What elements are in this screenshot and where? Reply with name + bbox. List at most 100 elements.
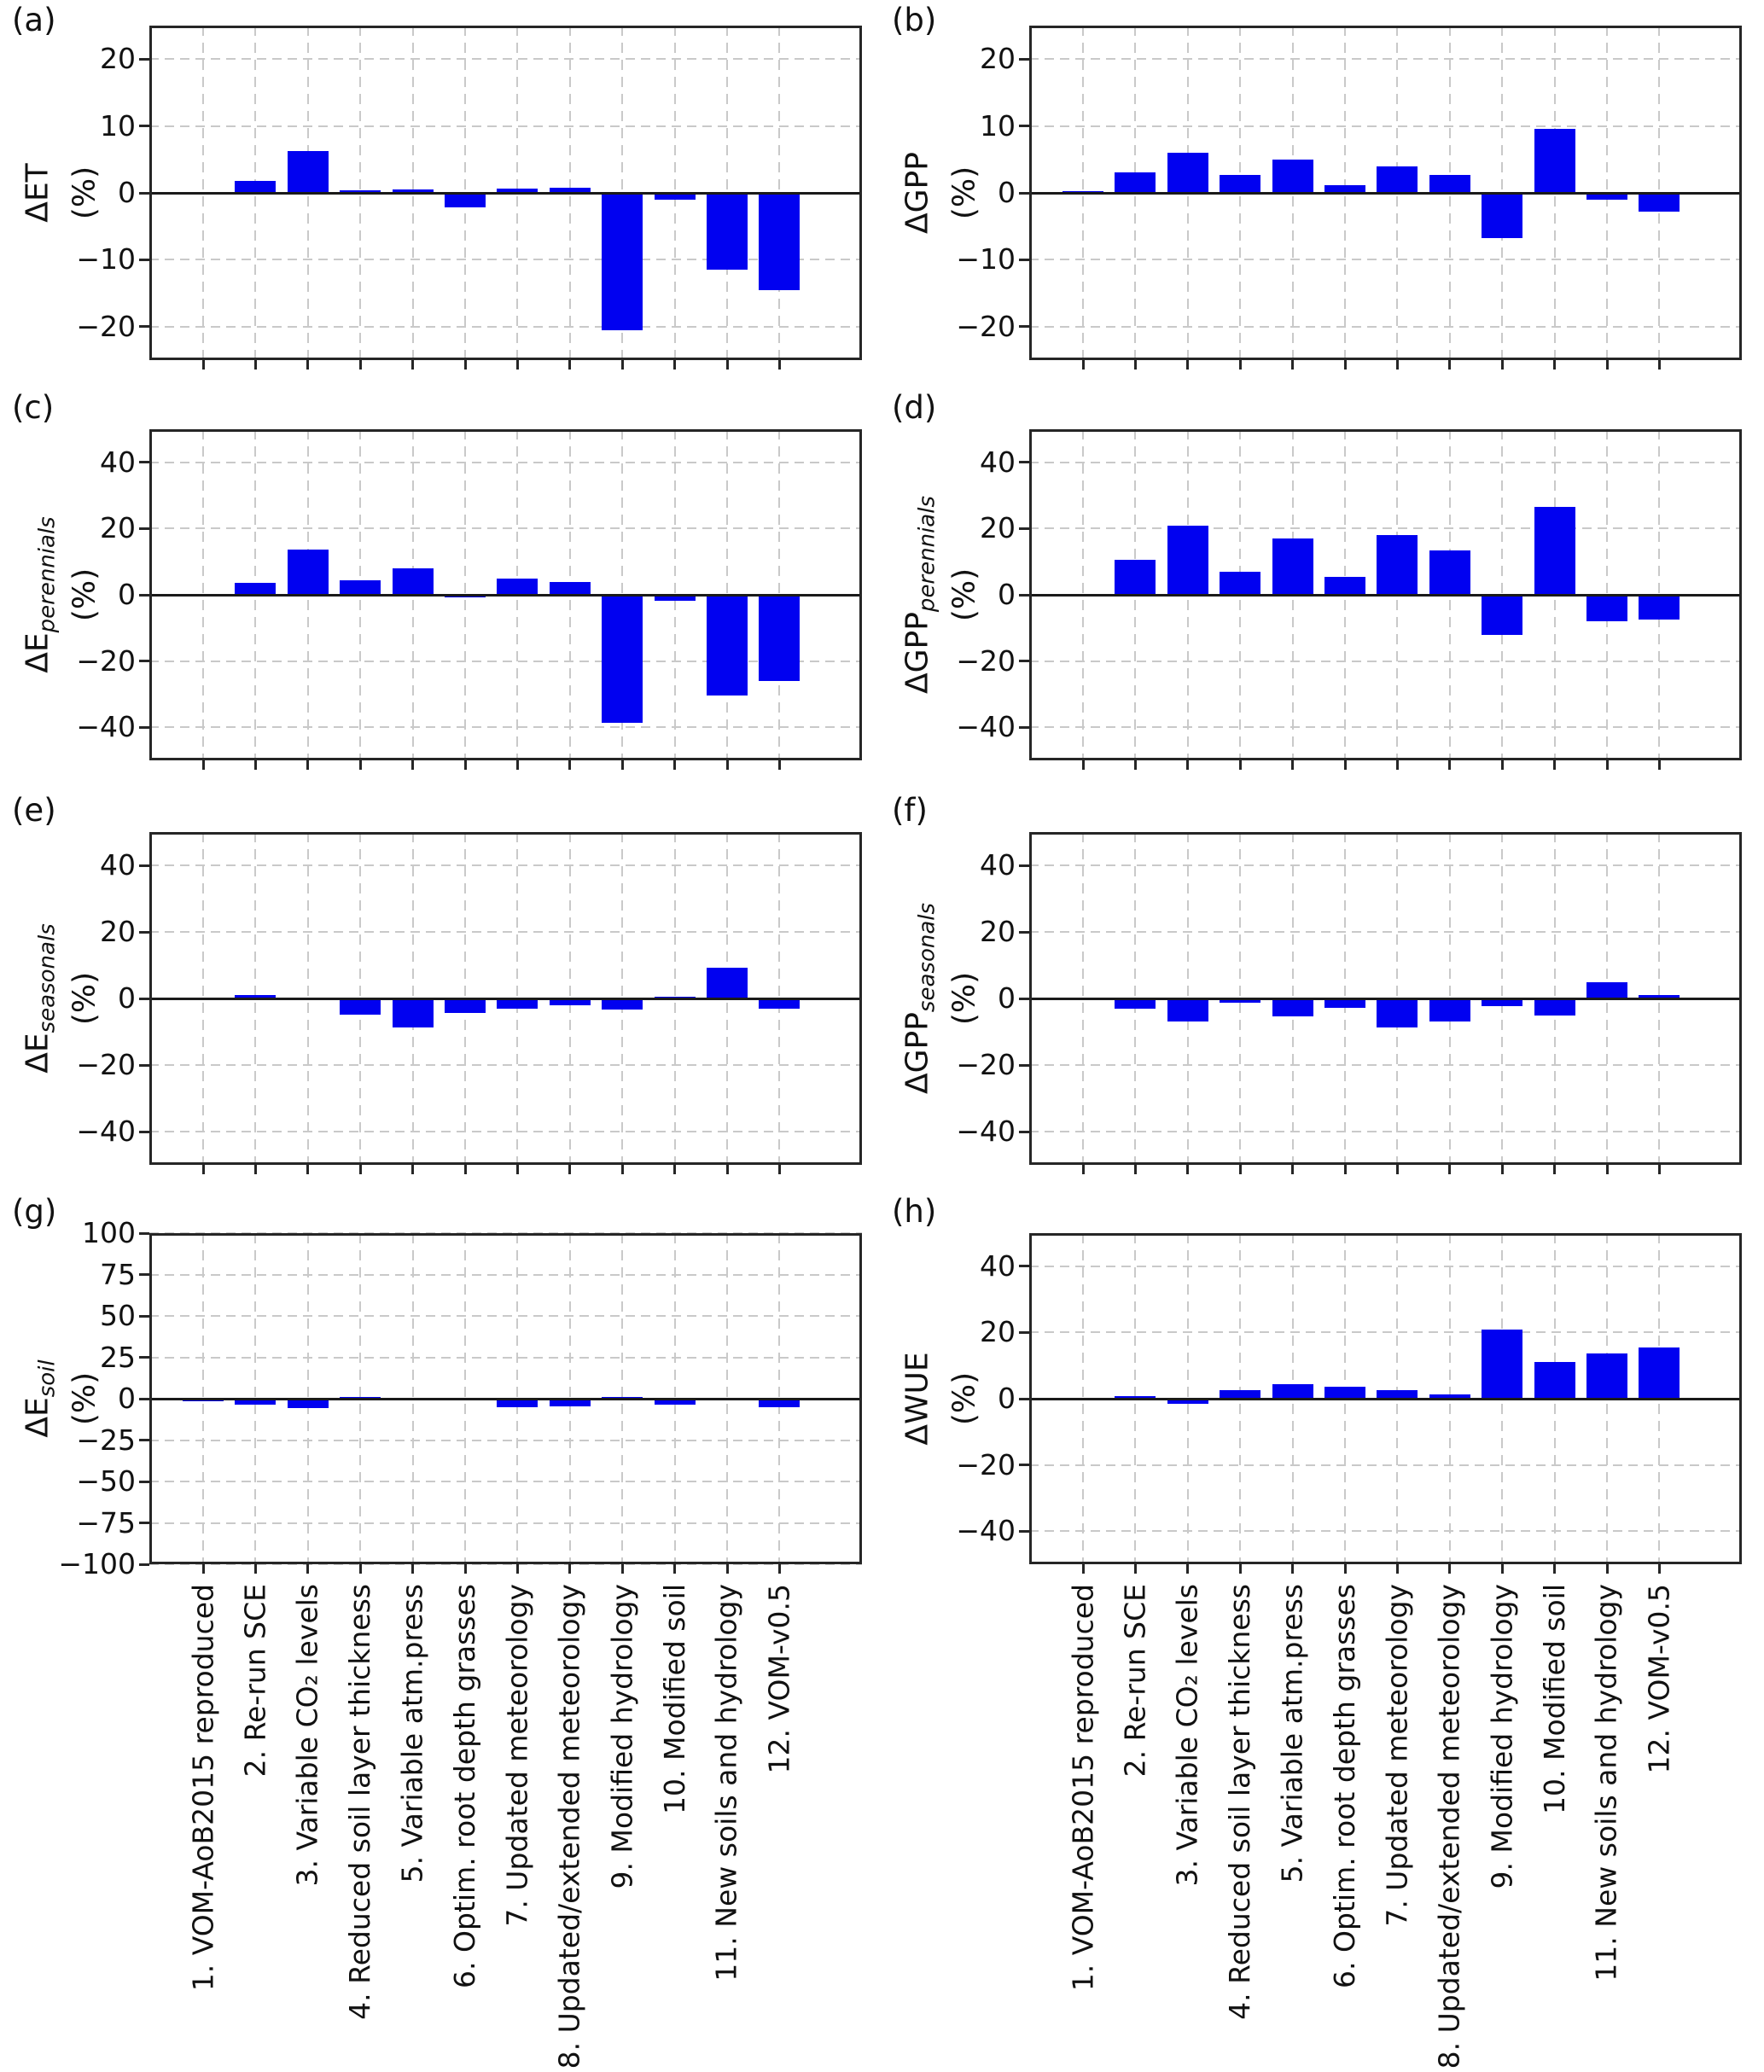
x-tick-mark <box>1553 1564 1557 1574</box>
bar <box>392 998 434 1027</box>
y-tick-mark <box>139 725 149 729</box>
y-tick-label: 0 <box>118 176 136 209</box>
bar <box>1324 1387 1365 1399</box>
gridline-horizontal <box>149 325 862 328</box>
y-tick-mark <box>1019 191 1029 195</box>
y-tick-label: 20 <box>980 42 1016 76</box>
y-tick-mark <box>1019 1130 1029 1133</box>
bar <box>759 193 800 290</box>
bar <box>549 581 591 595</box>
gridline-horizontal <box>149 125 862 127</box>
x-tick-mark <box>1448 360 1452 370</box>
x-tick-label: 6. Optim. root depth grasses <box>1328 1584 1361 1988</box>
x-tick-mark <box>1133 1165 1137 1174</box>
gridline-horizontal <box>1029 125 1742 127</box>
bar <box>1220 571 1261 595</box>
y-tick-label: 10 <box>100 108 136 143</box>
x-tick-mark <box>673 360 677 370</box>
gridline-horizontal <box>149 461 862 463</box>
y-tick-mark <box>1019 325 1029 329</box>
y-tick-mark <box>1019 1265 1029 1268</box>
x-tick-mark <box>1081 360 1085 370</box>
zero-line <box>149 1397 862 1400</box>
x-tick-mark <box>463 1564 467 1574</box>
plot-area <box>1029 26 1742 360</box>
x-tick-mark <box>253 1165 257 1174</box>
y-tick-label: 0 <box>118 981 136 1015</box>
y-tick-label: −20 <box>76 643 136 678</box>
x-tick-mark <box>1553 1165 1557 1174</box>
bar <box>1482 193 1523 239</box>
y-tick-mark <box>139 1063 149 1067</box>
bar <box>549 1399 591 1406</box>
bar <box>1115 172 1156 193</box>
x-tick-mark <box>620 760 624 770</box>
x-tick-label: 4. Reduced soil layer thickness <box>343 1584 377 2020</box>
bar <box>1639 193 1680 212</box>
x-tick-mark <box>463 1165 467 1174</box>
bar <box>235 995 277 998</box>
gridline-horizontal <box>149 864 862 866</box>
x-tick-label: 11. New soils and hydrology <box>1590 1584 1623 1982</box>
gridline-horizontal <box>1029 527 1742 530</box>
x-tick-mark <box>1448 1564 1452 1574</box>
y-tick-mark <box>139 1397 149 1400</box>
x-tick-mark <box>306 1165 310 1174</box>
panel-letter: (d) <box>892 389 937 426</box>
x-tick-label: 9. Modified hydrology <box>605 1584 639 1889</box>
bar <box>1272 538 1313 595</box>
y-tick-mark <box>1019 660 1029 663</box>
bar <box>707 968 748 998</box>
bar <box>287 151 329 193</box>
bar <box>1167 525 1208 595</box>
gridline-horizontal <box>149 1481 862 1482</box>
x-tick-mark <box>1500 1165 1504 1174</box>
bar <box>1324 185 1365 193</box>
y-tick-label: −20 <box>956 309 1016 343</box>
plot-area <box>149 26 862 360</box>
gridline-horizontal <box>1029 1265 1742 1267</box>
y-tick-label: −75 <box>76 1505 136 1539</box>
y-tick-mark <box>1019 997 1029 1000</box>
bar <box>1534 128 1575 193</box>
x-tick-label: 10. Modified soil <box>657 1584 691 1814</box>
x-tick-mark <box>1500 760 1504 770</box>
y-tick-mark <box>139 1273 149 1276</box>
bar <box>1167 1399 1208 1404</box>
gridline-horizontal <box>1029 1331 1742 1334</box>
x-tick-mark <box>1238 1165 1242 1174</box>
bar <box>549 187 591 193</box>
x-tick-mark <box>358 1165 362 1174</box>
x-tick-mark <box>1553 360 1557 370</box>
bar <box>1586 595 1627 622</box>
x-tick-mark <box>306 760 310 770</box>
gridline-horizontal <box>1029 259 1742 261</box>
x-tick-mark <box>201 1564 205 1574</box>
bar <box>497 998 539 1009</box>
panel-f: (f) ΔGPPseasonals (%) 40 20 0 −20 −40 <box>892 792 1742 1174</box>
x-tick-label: 7. Updated meteorology <box>1380 1584 1414 1927</box>
x-tick-mark <box>411 1564 415 1574</box>
x-tick-mark <box>253 760 257 770</box>
panel-letter: (h) <box>892 1193 937 1230</box>
gridline-horizontal <box>1029 1064 1742 1066</box>
x-tick-mark <box>1605 1564 1609 1574</box>
y-tick-mark <box>139 1563 149 1566</box>
x-tick-mark <box>1081 1564 1085 1574</box>
y-tick-mark <box>139 461 149 464</box>
bar <box>1115 560 1156 595</box>
bar <box>654 1399 696 1405</box>
x-tick-label: 7. Updated meteorology <box>500 1584 534 1927</box>
x-tick-mark <box>1081 1165 1085 1174</box>
y-tick-label: −50 <box>76 1464 136 1498</box>
panel-letter: (e) <box>12 792 56 829</box>
panel-h: (h) ΔWUE (%) 40 20 0 −20 −40 <box>892 1193 1742 1574</box>
x-tick-mark <box>253 360 257 370</box>
x-tick-mark <box>358 360 362 370</box>
y-tick-label: 40 <box>980 848 1016 882</box>
bar <box>1429 550 1470 595</box>
y-tick-mark <box>1019 1464 1029 1467</box>
x-tick-label: 1. VOM-AoB2015 reproduced <box>1066 1584 1099 1992</box>
x-tick-mark <box>1657 1564 1661 1574</box>
